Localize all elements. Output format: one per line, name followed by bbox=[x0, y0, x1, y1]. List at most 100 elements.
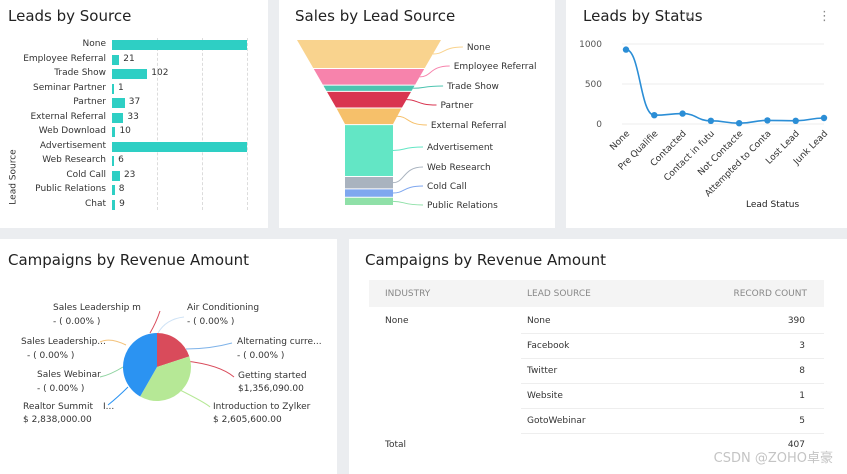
lead-source-cell: Facebook bbox=[527, 341, 570, 351]
x-tick-label: None bbox=[608, 129, 632, 153]
total-label: Total bbox=[385, 440, 407, 450]
source-bar bbox=[112, 112, 124, 123]
status-point bbox=[651, 112, 658, 119]
pie-value-air-conditioning: - ( 0.00% ) bbox=[187, 317, 235, 327]
source-label: Seminar Partner bbox=[32, 82, 106, 93]
source-label: Cold Call bbox=[66, 169, 106, 180]
funnel-leader-line bbox=[432, 46, 463, 55]
source-bar bbox=[112, 170, 120, 181]
funnel-label: Employee Referral bbox=[454, 62, 537, 72]
leads-by-status-panel: Leads by Status ↻ ⋮ 1000 500 0 None Pre Qual… bbox=[566, 0, 847, 228]
pie-slice bbox=[157, 333, 190, 367]
record-count-cell: 5 bbox=[799, 416, 805, 426]
funnel-segment bbox=[345, 197, 393, 205]
table-row[interactable] bbox=[521, 359, 824, 384]
source-bar bbox=[112, 54, 120, 65]
funnel-label: Web Research bbox=[427, 163, 491, 173]
leads-by-source-title: Leads by Source bbox=[8, 7, 132, 25]
record-count-cell: 1 bbox=[799, 391, 805, 401]
leads-by-source-panel: Leads by Source Lead Source None Employee… bbox=[0, 0, 268, 228]
more-options-icon[interactable]: ⋮ bbox=[818, 9, 831, 24]
record-count-cell: 390 bbox=[787, 316, 805, 326]
pie-value-sales-webinar: - ( 0.00% ) bbox=[37, 384, 85, 394]
source-bar bbox=[112, 156, 115, 166]
pie-value-getting-started: $1,356,090.00 bbox=[238, 384, 304, 394]
source-bar bbox=[112, 69, 148, 79]
source-label: None bbox=[82, 39, 106, 49]
funnel-label: Public Relations bbox=[427, 201, 498, 211]
status-point bbox=[707, 117, 715, 125]
source-bar bbox=[112, 199, 116, 210]
header-industry[interactable]: INDUSTRY bbox=[385, 289, 431, 299]
pie-label-alternating-current: Alternating curre... bbox=[237, 337, 322, 347]
pie-label-sales-leadership-m: Sales Leadership m bbox=[53, 303, 141, 313]
industry-cell: None bbox=[385, 316, 409, 326]
source-label: Web Download bbox=[38, 126, 106, 136]
header-lead-source[interactable]: LEAD SOURCE bbox=[527, 289, 591, 299]
status-point bbox=[792, 117, 799, 125]
funnel-label: External Referral bbox=[431, 121, 507, 131]
funnel-leader-line bbox=[406, 99, 437, 106]
source-label: Trade Show bbox=[54, 68, 106, 78]
source-bar-value: 23 bbox=[123, 169, 136, 180]
funnel-leader-line bbox=[413, 85, 444, 89]
funnel-label: Trade Show bbox=[446, 82, 499, 92]
source-bar-value: 9 bbox=[119, 198, 125, 209]
funnel-label: Cold Call bbox=[427, 182, 467, 192]
refresh-icon[interactable]: ↻ bbox=[685, 10, 695, 23]
header-record-count[interactable]: RECORD COUNT bbox=[733, 289, 807, 299]
record-count-cell: 3 bbox=[799, 341, 805, 351]
source-bar bbox=[112, 40, 247, 50]
pie-label-getting-started: Getting started bbox=[238, 371, 307, 381]
funnel-segment bbox=[327, 91, 411, 108]
y-tick-label: 0 bbox=[596, 120, 602, 130]
source-label: Partner bbox=[73, 97, 106, 107]
sales-by-lead-source-panel: Sales by Lead Source None Employee Referr… bbox=[279, 0, 555, 228]
pie-label-realtor-summit: Realtor Summit bbox=[23, 402, 93, 412]
status-point bbox=[622, 46, 630, 53]
status-point bbox=[679, 110, 686, 117]
pie-leader-line bbox=[177, 388, 211, 408]
funnel-label: Advertisement bbox=[427, 143, 494, 153]
source-bar-value: 37 bbox=[128, 97, 141, 107]
pie-leader-line bbox=[149, 310, 161, 334]
status-point bbox=[820, 114, 828, 122]
pie-leader-line bbox=[185, 342, 233, 350]
funnel-segment bbox=[297, 40, 441, 69]
source-bar bbox=[112, 141, 247, 152]
source-bar-value: 21 bbox=[123, 53, 135, 64]
lead-source-cell: Website bbox=[527, 391, 563, 401]
y-tick-label: 500 bbox=[585, 80, 602, 90]
lead-source-cell: None bbox=[527, 316, 551, 326]
table-row[interactable] bbox=[521, 409, 824, 434]
total-value: 407 bbox=[787, 440, 805, 450]
funnel-segment bbox=[323, 85, 415, 91]
table-row[interactable] bbox=[521, 309, 824, 334]
pie-leader-line bbox=[157, 316, 185, 334]
funnel-leader-line bbox=[419, 65, 450, 78]
funnel-leader-line bbox=[392, 146, 424, 152]
pie-slice bbox=[122, 333, 157, 397]
x-axis-label: Lead Status bbox=[746, 200, 799, 210]
funnel-segment bbox=[345, 125, 393, 176]
source-bar-value: 8 bbox=[118, 184, 125, 194]
pie-value-sales-leadership: - ( 0.00% ) bbox=[27, 351, 75, 361]
table-row[interactable] bbox=[521, 384, 824, 409]
pie-label-sales-leadership: Sales Leadership... bbox=[21, 337, 106, 347]
pie-leader-line bbox=[185, 360, 235, 378]
table-header-row bbox=[369, 280, 824, 307]
funnel-leader-line bbox=[396, 115, 427, 126]
source-bar-value: 10 bbox=[119, 126, 131, 136]
pie-label-introduction-to-zylker: Introduction to Zylker bbox=[213, 402, 311, 412]
table-row[interactable] bbox=[521, 334, 824, 359]
x-tick-label: Contact in futu bbox=[662, 129, 716, 183]
source-bar bbox=[112, 185, 115, 195]
grid-line bbox=[247, 38, 248, 210]
campaigns-table-panel: Campaigns by Revenue Amount INDUSTRY LEA… bbox=[349, 239, 847, 474]
pie-value-alternating-current: - ( 0.00% ) bbox=[237, 351, 285, 361]
pie-value-sales-leadership-m: - ( 0.00% ) bbox=[53, 317, 101, 327]
grid-line bbox=[202, 38, 203, 210]
pie-chart bbox=[99, 310, 235, 408]
source-bar-value: 1 bbox=[118, 82, 124, 93]
